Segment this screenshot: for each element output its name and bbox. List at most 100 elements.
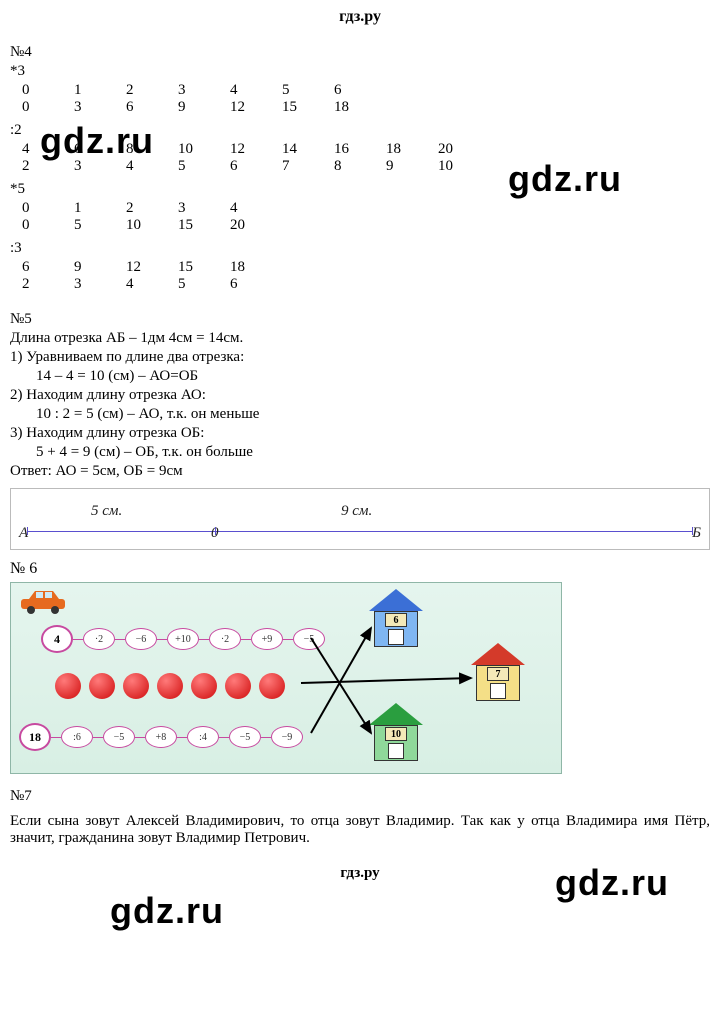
cell: 3 [72,276,124,293]
cell: 6 [72,141,124,158]
cell [436,99,488,116]
cell: 10 [124,217,176,234]
cell: 5 [176,158,228,175]
cell [280,259,332,276]
t4-table-1: 468101214161820 2345678910 [20,141,540,175]
cell: 10 [176,141,228,158]
seg-label-right: 9 см. [341,503,372,520]
t7-text: Если сына зовут Алексей Владимирович, то… [10,813,710,847]
cell: 3 [176,82,228,99]
cell: 16 [332,141,384,158]
arrows-icon [11,583,561,773]
cell [436,217,488,234]
cell [436,82,488,99]
cell: 10 [436,158,488,175]
t4-head-2: *5 [10,181,710,198]
cell [436,259,488,276]
t4-head-1: :2 [10,122,710,139]
cell: 6 [332,82,384,99]
cell: 3 [72,158,124,175]
task-label-6: № 6 [10,560,710,578]
cell: 4 [124,276,176,293]
cell: 14 [280,141,332,158]
cell: 3 [176,200,228,217]
cell [280,217,332,234]
cell: 3 [72,99,124,116]
t4-table-0: 0123456 0369121518 [20,82,540,116]
tick [692,527,693,535]
cell: 20 [436,141,488,158]
cell: 12 [124,259,176,276]
t4-head-0: *3 [10,63,710,80]
cell [436,276,488,293]
cell: 9 [72,259,124,276]
cell: 12 [228,99,280,116]
cell: 5 [72,217,124,234]
cell [488,200,540,217]
cell: 1 [72,82,124,99]
cell: 4 [228,200,280,217]
segment-line [27,531,693,532]
cell [280,276,332,293]
cell: 15 [280,99,332,116]
seg-point-b: Б [692,525,701,542]
t4-table-3: 69121518 23456 [20,259,540,293]
tick [215,527,216,535]
cell [488,82,540,99]
cell [332,217,384,234]
cell [384,217,436,234]
t5-3a: 3) Находим длину отрезка ОБ: [10,425,710,442]
cell: 8 [124,141,176,158]
t5-3b: 5 + 4 = 9 (см) – ОБ, т.к. он больше [36,444,710,461]
cell: 18 [228,259,280,276]
watermark: gdz.ru [110,890,224,932]
cell [384,276,436,293]
cell: 18 [384,141,436,158]
t5-intro: Длина отрезка АБ – 1дм 4см = 14см. [10,330,710,347]
cell [280,200,332,217]
cell [436,200,488,217]
task-label-4: №4 [10,44,710,61]
cell: 9 [384,158,436,175]
cell: 5 [280,82,332,99]
cell: 4 [228,82,280,99]
cell: 0 [20,200,72,217]
cell: 6 [228,276,280,293]
segment-diagram: А 0 Б 5 см. 9 см. [10,488,710,550]
t5-1b: 14 – 4 = 10 (см) – АО=ОБ [36,368,710,385]
site-header: гдз.ру [10,0,710,38]
cell: 4 [124,158,176,175]
cell: 7 [280,158,332,175]
site-footer: гдз.ру [10,855,710,892]
cell [488,276,540,293]
t5-2a: 2) Находим длину отрезка АО: [10,387,710,404]
cell: 0 [20,82,72,99]
t5-2b: 10 : 2 = 5 (см) – АО, т.к. он меньше [36,406,710,423]
cell: 15 [176,259,228,276]
cell: 18 [332,99,384,116]
cell: 2 [20,276,72,293]
cell: 2 [124,200,176,217]
cell: 1 [72,200,124,217]
cell [488,141,540,158]
cell: 9 [176,99,228,116]
cell: 12 [228,141,280,158]
cell [384,82,436,99]
task-label-5: №5 [10,311,710,328]
t5-1a: 1) Уравниваем по длине два отрезка: [10,349,710,366]
prob6-diagram: 4 ·2 −6 +10 ·2 +9 −5 18 :6 −5 +8 :4 −5 −… [10,582,562,774]
cell: 8 [332,158,384,175]
cell: 6 [20,259,72,276]
cell [384,259,436,276]
cell: 0 [20,99,72,116]
cell: 20 [228,217,280,234]
cell: 5 [176,276,228,293]
cell [332,200,384,217]
cell: 2 [20,158,72,175]
cell [488,99,540,116]
cell [488,259,540,276]
cell: 15 [176,217,228,234]
cell [384,99,436,116]
cell: 2 [124,82,176,99]
cell [488,217,540,234]
